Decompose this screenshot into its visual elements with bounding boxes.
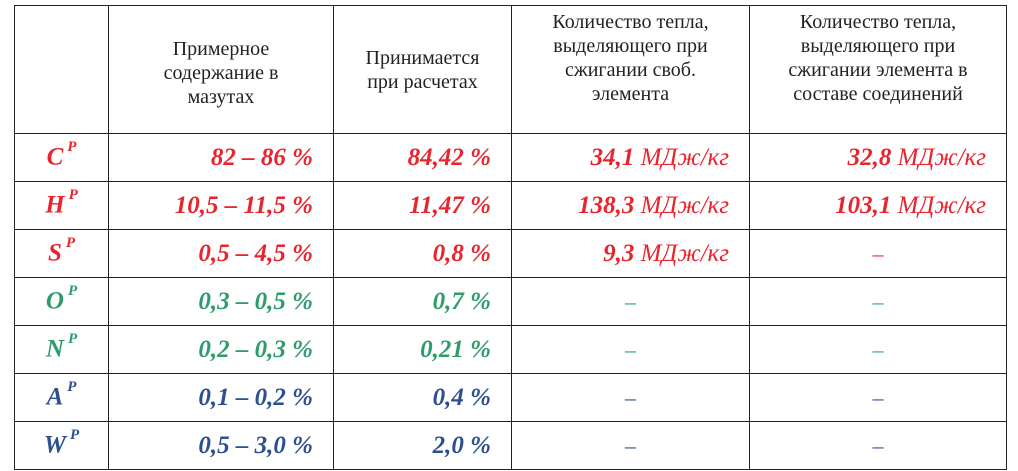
heat-free-element-value: 34,1 (590, 143, 635, 171)
content-range-cell: 10,5 – 11,5 % (108, 181, 334, 230)
element-superscript: Р (68, 187, 78, 204)
heat-free-element-empty-cell: – (511, 325, 750, 374)
table-row: N Р 0,2 – 0,3 % 0,21 % – – (14, 325, 1007, 374)
element-symbol: H (45, 191, 65, 219)
accepted-value-cell: 0,7 % (333, 277, 512, 326)
accepted-value: 0,8 % (432, 239, 491, 267)
dash-placeholder: – (625, 432, 636, 458)
heat-compound-element-empty-cell: – (749, 421, 1007, 470)
content-range-cell: 82 – 86 % (108, 133, 334, 182)
accepted-value: 84,42 % (407, 143, 491, 171)
header-element (14, 5, 109, 134)
element-superscript: Р (67, 283, 78, 300)
heat-free-element-cell: 9,3 МДж/кг (511, 229, 750, 278)
element-symbol: N (45, 335, 64, 363)
content-range-cell: 0,5 – 3,0 % (108, 421, 334, 470)
element-symbol: O (45, 287, 64, 315)
accepted-value: 0,4 % (432, 383, 491, 411)
dash-placeholder: – (625, 336, 636, 362)
heat-compound-element-unit: МДж/кг (891, 143, 986, 171)
heat-free-element-empty-cell: – (511, 277, 750, 326)
dash-placeholder: – (872, 432, 884, 458)
header-accepted-value: Принимается при расчетах (333, 5, 512, 134)
accepted-value-cell: 11,47 % (333, 181, 512, 230)
header-content-in-fuel-oil: Примерное содержание в мазутах (108, 5, 334, 134)
accepted-value-cell: 2,0 % (333, 421, 512, 470)
content-range-value: 10,5 – 11,5 % (174, 191, 313, 219)
heat-free-element-cell: 34,1 МДж/кг (511, 133, 750, 182)
fuel-composition-table-wrapper: Примерное содержание в мазутах Принимает… (14, 5, 1007, 470)
content-range-cell: 0,3 – 0,5 % (108, 277, 334, 326)
element-superscript: Р (70, 427, 80, 444)
element-superscript: Р (67, 139, 77, 156)
heat-free-element-empty-cell: – (511, 421, 750, 470)
content-range-value: 82 – 86 % (210, 143, 313, 171)
table-row: W Р 0,5 – 3,0 % 2,0 % – – (14, 421, 1007, 470)
accepted-value-cell: 0,8 % (333, 229, 512, 278)
accepted-value: 0,21 % (420, 335, 491, 363)
content-range-cell: 0,1 – 0,2 % (108, 373, 334, 422)
content-range-cell: 0,2 – 0,3 % (108, 325, 334, 374)
dash-placeholder: – (872, 288, 884, 314)
header-row: Примерное содержание в мазутах Принимает… (14, 5, 1007, 134)
content-range-cell: 0,5 – 4,5 % (108, 229, 334, 278)
table-row: O Р 0,3 – 0,5 % 0,7 % – – (14, 277, 1007, 326)
heat-compound-element-empty-cell: – (749, 277, 1007, 326)
fuel-composition-table: Примерное содержание в мазутах Принимает… (14, 5, 1007, 470)
table-row: C Р 82 – 86 % 84,42 % 34,1 МДж/кг 32,8 МДж/кг (14, 133, 1007, 182)
heat-compound-element-value: 103,1 (835, 191, 892, 219)
dash-placeholder: – (872, 240, 884, 266)
heat-compound-element-cell: 32,8 МДж/кг (749, 133, 1007, 182)
heat-free-element-value: 138,3 (578, 191, 635, 219)
dash-placeholder: – (625, 384, 636, 410)
heat-compound-element-empty-cell: – (749, 229, 1007, 278)
accepted-value: 0,7 % (432, 287, 491, 315)
element-superscript: Р (67, 379, 77, 396)
heat-free-element-empty-cell: – (511, 373, 750, 422)
dash-placeholder: – (872, 384, 884, 410)
heat-compound-element-empty-cell: – (749, 325, 1007, 374)
content-range-value: 0,5 – 3,0 % (198, 431, 313, 459)
header-heat-compound-element: Количество тепла, выделяющего при сжиган… (749, 5, 1007, 134)
accepted-value-cell: 0,4 % (333, 373, 512, 422)
element-symbol: S (47, 239, 62, 267)
table-row: H Р 10,5 – 11,5 % 11,47 % 138,3 МДж/кг 103,1 … (14, 181, 1007, 230)
element-superscript: Р (67, 331, 78, 348)
header-heat-free-element: Количество тепла, выделяющего при сжиган… (511, 5, 750, 134)
accepted-value: 2,0 % (432, 431, 491, 459)
heat-compound-element-value: 32,8 (847, 143, 892, 171)
accepted-value-cell: 84,42 % (333, 133, 512, 182)
content-range-value: 0,5 – 4,5 % (198, 239, 313, 267)
heat-compound-element-empty-cell: – (749, 373, 1007, 422)
heat-free-element-unit: МДж/кг (634, 143, 729, 171)
heat-compound-element-unit: МДж/кг (891, 191, 986, 219)
content-range-value: 0,2 – 0,3 % (198, 335, 313, 363)
heat-free-element-value: 9,3 (603, 239, 635, 267)
element-superscript: Р (65, 235, 76, 252)
element-symbol: A (46, 383, 64, 411)
heat-free-element-unit: МДж/кг (634, 191, 729, 219)
table-row: A Р 0,1 – 0,2 % 0,4 % – – (14, 373, 1007, 422)
heat-free-element-unit: МДж/кг (634, 239, 729, 267)
accepted-value: 11,47 % (409, 191, 491, 219)
content-range-value: 0,3 – 0,5 % (198, 287, 313, 315)
content-range-value: 0,1 – 0,2 % (198, 383, 313, 411)
dash-placeholder: – (625, 288, 636, 314)
table-row: S Р 0,5 – 4,5 % 0,8 % 9,3 МДж/кг – (14, 229, 1007, 278)
accepted-value-cell: 0,21 % (333, 325, 512, 374)
heat-free-element-cell: 138,3 МДж/кг (511, 181, 750, 230)
element-symbol: W (43, 431, 67, 459)
element-symbol: C (46, 143, 64, 171)
dash-placeholder: – (872, 336, 884, 362)
heat-compound-element-cell: 103,1 МДж/кг (749, 181, 1007, 230)
